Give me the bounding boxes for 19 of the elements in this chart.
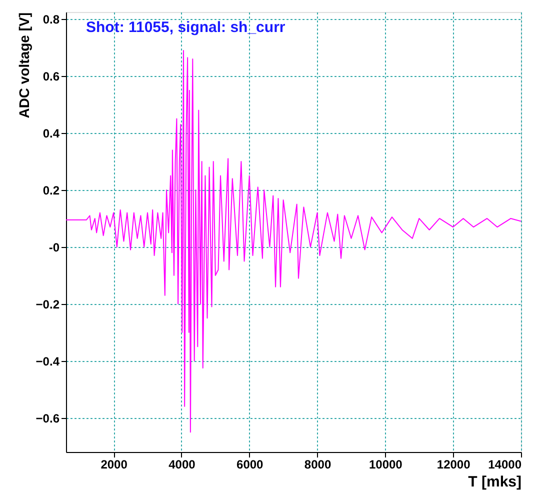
y-axis-title: ADC voltage [V] bbox=[16, 12, 32, 118]
x-tick-label: 8000 bbox=[304, 458, 332, 472]
y-tick-label: −0.2 bbox=[36, 297, 60, 312]
x-tick-label: 12000 bbox=[436, 458, 471, 472]
x-tick-label: 6000 bbox=[236, 458, 264, 472]
y-tick-label: -0 bbox=[48, 240, 60, 254]
line-series bbox=[66, 50, 521, 433]
x-tick-label: 4000 bbox=[168, 458, 196, 472]
x-tick-label: 2000 bbox=[100, 458, 128, 472]
y-tick-label: −0.4 bbox=[36, 354, 60, 368]
y-tick-label: 0.4 bbox=[42, 126, 60, 141]
y-tick-label: −0.6 bbox=[36, 411, 60, 426]
y-tick-label: 0.2 bbox=[42, 183, 60, 198]
x-tick-label: 10000 bbox=[368, 458, 403, 472]
x-axis-title: T [mks] bbox=[468, 474, 522, 490]
y-tick-label: 0.6 bbox=[42, 70, 60, 84]
x-tick-label: 14000 bbox=[488, 458, 522, 472]
y-tick-label: 0.8 bbox=[42, 12, 60, 27]
text: Shot: 11055, signal: sh_curr bbox=[86, 19, 286, 36]
